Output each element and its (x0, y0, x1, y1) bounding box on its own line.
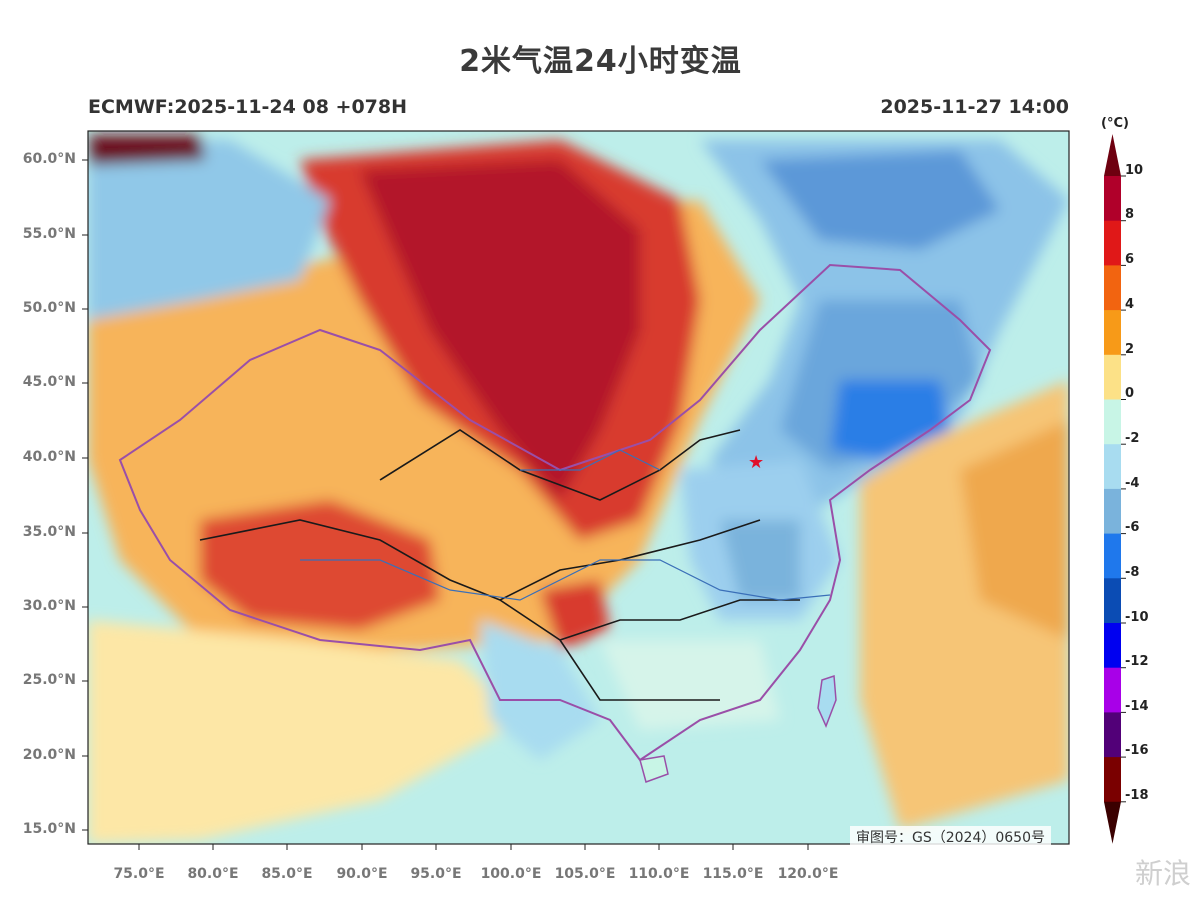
colorbar-segment (1104, 623, 1121, 669)
colorbar-bottom-arrow (1104, 801, 1121, 844)
lon-label: 120.0°E (777, 866, 839, 882)
river-lines (300, 449, 831, 601)
lat-label: 40.0°N (22, 449, 76, 465)
colorbar-unit: (°C) (1101, 116, 1129, 131)
lat-label: 55.0°N (22, 226, 76, 242)
colorbar-label: -2 (1125, 431, 1140, 446)
map-frame (87, 130, 1070, 845)
colorbar-label: 10 (1125, 163, 1144, 178)
colorbar-label: 0 (1125, 386, 1135, 401)
taiwan-island (817, 674, 837, 728)
map-review-number: 审图号：GS（2024）0650号 (850, 826, 1051, 848)
colorbar-segment (1104, 220, 1121, 266)
country-boundary (118, 263, 992, 762)
watermark: 新浪 (1134, 857, 1191, 890)
lon-label: 100.0°E (480, 866, 542, 882)
lon-label: 90.0°E (336, 866, 388, 882)
colorbar-segment (1104, 399, 1121, 445)
lat-label: 50.0°N (22, 300, 76, 316)
colorbar-segment (1104, 578, 1121, 624)
colorbar-segment (1104, 444, 1121, 490)
colorbar-segment (1104, 533, 1121, 579)
colorbar-label: -4 (1125, 476, 1140, 491)
colorbar-segment (1104, 310, 1121, 356)
lat-label: 35.0°N (22, 524, 76, 540)
colorbar-segment (1104, 712, 1121, 758)
colorbar-label: 2 (1125, 342, 1135, 357)
lat-label: 25.0°N (22, 672, 76, 688)
lat-label: 45.0°N (22, 374, 76, 390)
colorbar (1104, 134, 1126, 844)
chart-title: 2米气温24小时变温 (459, 44, 742, 79)
lon-label: 95.0°E (410, 866, 462, 882)
colorbar-label: 6 (1125, 252, 1135, 267)
colorbar-label: -10 (1125, 610, 1149, 625)
lat-label: 20.0°N (22, 747, 76, 763)
colorbar-label: -18 (1125, 788, 1149, 803)
colorbar-segment (1104, 176, 1121, 222)
lat-ticks (82, 159, 88, 831)
lon-label: 105.0°E (554, 866, 616, 882)
colorbar-label: -12 (1125, 654, 1149, 669)
colorbar-label: -8 (1125, 565, 1140, 580)
model-run-label: ECMWF:2025-11-24 08 +078H (88, 96, 408, 118)
temperature-field: ★ (88, 131, 1069, 844)
colorbar-label: -16 (1125, 743, 1149, 758)
colorbar-label: -14 (1125, 699, 1149, 714)
valid-time-label: 2025-11-27 14:00 (880, 96, 1069, 118)
lon-ticks (138, 844, 809, 850)
province-lines (199, 429, 800, 701)
colorbar-segment (1104, 488, 1121, 535)
lon-label: 85.0°E (261, 866, 313, 882)
lon-label: 115.0°E (702, 866, 764, 882)
lon-label: 110.0°E (628, 866, 690, 882)
hainan-island (639, 755, 669, 783)
colorbar-segment (1104, 354, 1121, 400)
colorbar-label: -6 (1125, 520, 1140, 535)
lon-label: 75.0°E (113, 866, 165, 882)
lat-label: 30.0°N (22, 598, 76, 614)
lat-label: 60.0°N (22, 151, 76, 167)
colorbar-top-arrow (1104, 134, 1121, 176)
colorbar-segment (1104, 757, 1121, 803)
capital-star-icon: ★ (748, 452, 764, 473)
colorbar-label: 4 (1125, 297, 1135, 312)
colorbar-segment (1104, 667, 1121, 713)
colorbar-segment (1104, 265, 1121, 311)
lat-label: 15.0°N (22, 821, 76, 837)
colorbar-label: 8 (1125, 207, 1135, 222)
lon-label: 80.0°E (187, 866, 239, 882)
